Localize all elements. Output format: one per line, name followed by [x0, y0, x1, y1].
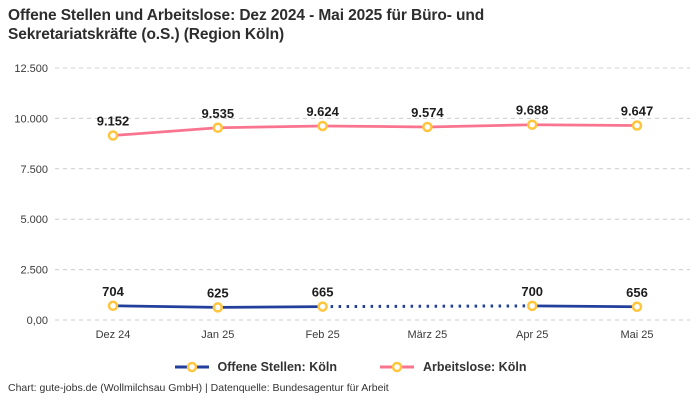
data-point-marker: [212, 122, 224, 134]
x-axis-tick-label: März 25: [408, 329, 448, 341]
data-point-label: 9.624: [306, 104, 339, 119]
series-line-segment: [217, 124, 323, 130]
legend-label-offene-stellen: Offene Stellen: Köln: [217, 360, 337, 374]
data-point-marker: [422, 121, 433, 133]
line-marker-swatch-icon: [174, 361, 209, 373]
legend-item-arbeitslose: Arbeitslose: Köln: [379, 360, 527, 374]
chart-legend: Offene Stellen: Köln Arbeitslose: Köln: [0, 356, 700, 378]
chart-title: Offene Stellen und Arbeitslose: Dez 2024…: [8, 6, 484, 44]
chart-title-line1: Offene Stellen und Arbeitslose: Dez 2024…: [8, 7, 485, 24]
x-axis-tick-label: Dez 24: [96, 329, 131, 341]
series-line-segment: [112, 304, 218, 309]
y-axis-tick-label: 2.500: [20, 265, 48, 277]
series-line-segment: [427, 123, 533, 129]
data-point-label: 9.688: [516, 103, 549, 118]
data-point-label: 9.574: [411, 105, 444, 120]
data-point-label: 704: [102, 284, 124, 299]
y-axis-tick-label: 12.500: [14, 63, 48, 75]
data-point-marker: [631, 301, 643, 313]
y-axis-tick-label: 7.500: [20, 164, 48, 176]
data-point-marker: [526, 300, 538, 312]
series-line-segment: [217, 305, 323, 309]
x-axis-tick-label: Apr 25: [516, 329, 548, 341]
data-point-marker: [212, 302, 224, 313]
series-line-segment: [112, 126, 218, 137]
data-point-marker: [107, 300, 119, 312]
y-axis-tick-label: 0,00: [27, 315, 48, 327]
data-point-marker: [107, 130, 119, 141]
data-point-marker: [317, 301, 328, 312]
footer-credit: Chart: gute-jobs.de (Wollmilchsau GmbH) …: [8, 382, 389, 394]
data-point-label: 700: [521, 284, 543, 299]
series-line-segment: [322, 124, 428, 129]
data-point-label: 656: [626, 285, 648, 300]
x-axis-tick-label: Jan 25: [201, 329, 234, 341]
series-line-segment: [532, 304, 638, 309]
x-axis-tick-label: Mai 25: [620, 329, 653, 341]
chart-title-line2: Sekretariatskräfte (o.S.) (Region Köln): [8, 26, 285, 43]
line-marker-swatch-icon: [379, 361, 414, 373]
y-axis-tick-label: 10.000: [14, 113, 48, 125]
series-line-segment: [322, 304, 533, 309]
legend-item-offene-stellen: Offene Stellen: Köln: [174, 360, 337, 374]
data-point-marker: [317, 120, 328, 132]
legend-label-arbeitslose: Arbeitslose: Köln: [422, 360, 527, 374]
data-point-label: 625: [207, 285, 229, 300]
data-point-label: 665: [312, 285, 334, 300]
data-point-marker: [526, 119, 538, 130]
y-axis-tick-label: 5.000: [20, 214, 48, 226]
data-point-label: 9.535: [202, 106, 235, 121]
chart-canvas: 0,00 2.500 5.000 7.500 10.000 12.500 Dez 24 Jan…: [14, 63, 690, 341]
series-line-segment: [532, 123, 638, 127]
data-point-label: 9.152: [97, 113, 130, 128]
data-point-label: 9.647: [621, 104, 654, 119]
data-point-marker: [631, 120, 643, 131]
x-axis-tick-label: Feb 25: [305, 329, 339, 341]
